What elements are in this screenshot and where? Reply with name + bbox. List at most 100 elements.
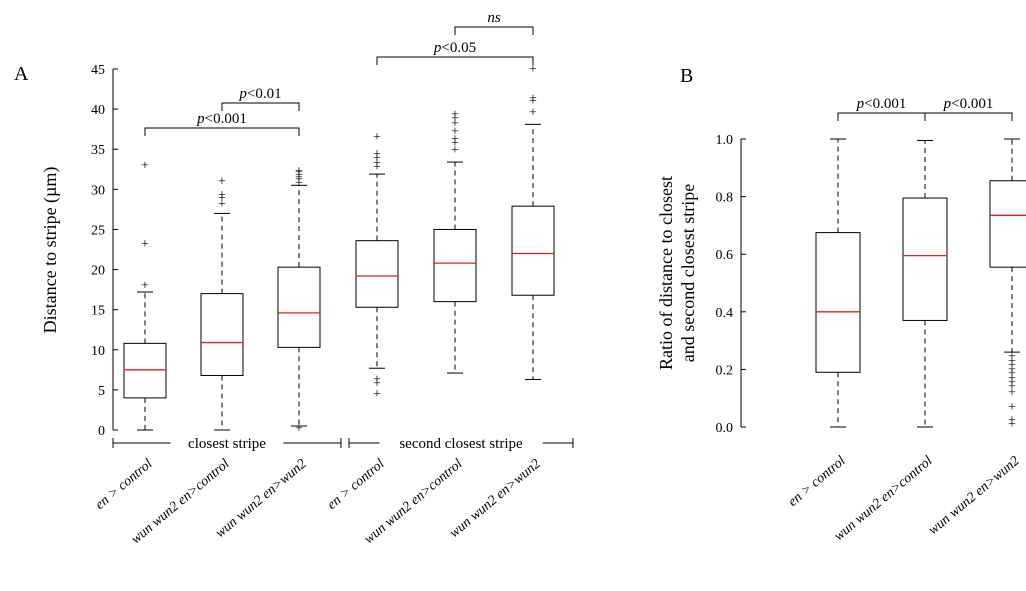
outlier-marker: + — [141, 279, 149, 294]
panel-b-category-label: wun wun2 en>wun2 — [926, 454, 1023, 539]
outlier-marker: + — [529, 105, 537, 120]
interquartile-box — [815, 232, 861, 373]
outlier-marker: + — [373, 160, 381, 175]
bracket-line — [376, 56, 534, 65]
outlier-marker: + — [1008, 362, 1016, 377]
outlier-marker: + — [218, 174, 226, 189]
bracket-line — [144, 127, 300, 136]
panel-a-group-bracket: second closest stripe — [348, 435, 574, 452]
significance-label: ns — [487, 10, 501, 26]
outlier-marker: + — [373, 372, 381, 387]
panel-a-group-bracket: closest stripe — [112, 435, 342, 452]
panel-a-y-tick-label: 20 — [91, 264, 105, 279]
bracket-line — [454, 26, 534, 35]
panel-b-significance-bracket: p<0.001 — [837, 96, 926, 121]
panel-b-box-1 — [815, 138, 861, 428]
panel-a-box-4: ++++++++ — [355, 130, 399, 402]
panel-b-box-3: ++++++++++++ — [989, 138, 1026, 432]
outlier-marker: + — [295, 164, 303, 179]
outlier-marker: + — [1008, 349, 1016, 364]
outlier-marker: + — [141, 158, 149, 173]
outlier-marker: + — [295, 170, 303, 185]
panel-a-significance-bracket: p<0.01 — [221, 86, 300, 111]
panel-b-y-tick-label: 1.0 — [716, 133, 734, 148]
outlier-marker: + — [373, 156, 381, 171]
panel-a-plot: 0 5 10 15 20 25 30 35 40 45 Distance to stripe (µm… — [40, 10, 574, 547]
outlier-marker: + — [141, 237, 149, 252]
significance-label: p<0.01 — [238, 86, 281, 102]
interquartile-box — [511, 205, 555, 296]
outlier-marker: + — [529, 62, 537, 77]
panel-a-box-1: + + + — [123, 158, 167, 431]
outlier-marker: + — [1008, 417, 1016, 432]
interquartile-box — [989, 180, 1026, 268]
outlier-marker: + — [1008, 385, 1016, 400]
outlier-marker: + — [451, 112, 459, 127]
outlier-marker: + — [373, 376, 381, 391]
interquartile-box — [902, 197, 948, 321]
bracket-line — [924, 112, 1013, 121]
panel-b-y-tick-label: 0.4 — [716, 306, 734, 321]
significance-label: p<0.001 — [196, 111, 247, 127]
panel-a-y-tick-label: 30 — [91, 183, 105, 198]
interquartile-box — [355, 240, 399, 308]
outlier-marker: + — [1008, 354, 1016, 369]
bracket-line — [221, 102, 300, 111]
panel-a-significance-bracket: ns — [454, 10, 534, 35]
outlier-marker: + — [373, 130, 381, 145]
panel-b-plot: 0.0 0.2 0.4 0.6 0.8 1.0 Ratio of distance to c… — [656, 96, 1026, 544]
panel-b-y-tick-label: 0.0 — [716, 421, 734, 436]
group-label: second closest stripe — [399, 436, 523, 452]
outlier-marker: + — [1008, 358, 1016, 373]
outlier-marker: + — [218, 188, 226, 203]
outlier-marker: + — [295, 421, 303, 436]
outlier-marker: + — [218, 191, 226, 206]
panel-a-y-tick-label: 35 — [91, 143, 105, 158]
outlier-marker: + — [451, 136, 459, 151]
panel-b-box-2 — [902, 139, 948, 428]
outlier-marker: + — [1008, 375, 1016, 390]
panel-a-category-label: en > control — [93, 457, 156, 513]
outlier-marker: + — [1008, 380, 1016, 395]
bracket-line — [837, 112, 926, 121]
outlier-marker: + — [1008, 400, 1016, 415]
interquartile-box — [123, 342, 167, 399]
panel-a-box-5: +++++++ — [433, 108, 477, 374]
significance-label: p<0.001 — [856, 96, 907, 112]
outlier-marker: + — [373, 147, 381, 162]
panel-b-category-label: en > control — [786, 454, 849, 510]
panel-b-label: B — [680, 65, 693, 87]
panel-a-label: A — [14, 63, 29, 85]
panel-b-y-tick-label: 0.6 — [716, 248, 734, 263]
panel-a-box-3: +++++++ — [277, 164, 321, 436]
outlier-marker: + — [529, 94, 537, 109]
panel-b-y-tick-label: 0.8 — [716, 191, 734, 206]
panel-a-y-axis-label: Distance to stripe (µm) — [40, 167, 61, 334]
panel-b-y-axis-label: and second closest stripe — [678, 184, 698, 362]
significance-label: p<0.05 — [433, 40, 476, 56]
panel-b-category-label: wun wun2 en>control — [832, 454, 936, 545]
panel-b-y-tick-label: 0.2 — [716, 363, 734, 378]
panel-a-category-label: en > control — [325, 457, 388, 513]
outlier-marker: + — [295, 176, 303, 191]
group-label: closest stripe — [188, 436, 266, 452]
outlier-marker: + — [295, 173, 303, 188]
panel-a-y-tick-label: 40 — [91, 103, 105, 118]
outlier-marker: + — [1008, 413, 1016, 428]
outlier-marker: + — [373, 387, 381, 402]
panel-a-y-tick-label: 25 — [91, 223, 105, 238]
outlier-marker: + — [1008, 367, 1016, 382]
significance-label: p<0.001 — [943, 96, 994, 112]
panel-a-y-tick-label: 5 — [98, 384, 105, 399]
group-label-backdrop — [379, 435, 543, 451]
panel-a-significance-bracket: p<0.001 — [144, 111, 300, 136]
panel-a-y-tick-label: 10 — [91, 344, 105, 359]
panel-a-box-6: ++++ — [511, 62, 555, 380]
outlier-marker: + — [451, 143, 459, 158]
panel-a-box-2: ++++ — [200, 174, 244, 431]
outlier-marker: + — [451, 108, 459, 123]
outlier-marker: + — [529, 92, 537, 107]
interquartile-box — [200, 293, 244, 376]
outlier-marker: + — [1008, 371, 1016, 386]
outlier-marker: + — [451, 125, 459, 140]
